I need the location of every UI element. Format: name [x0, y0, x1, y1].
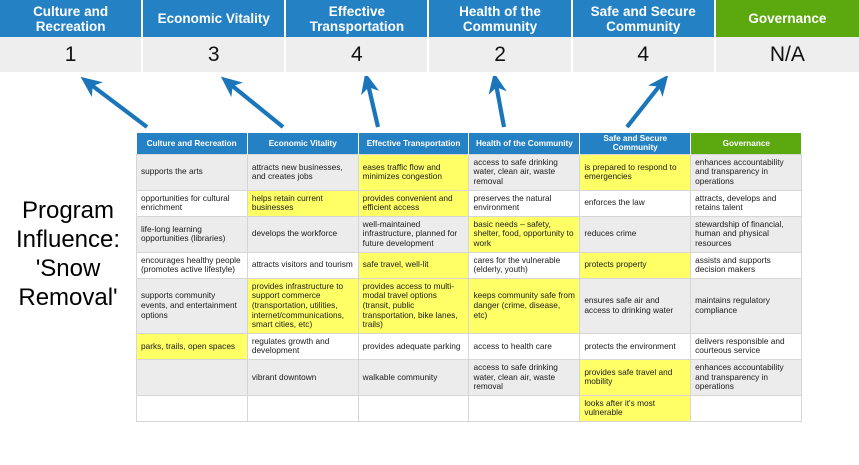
- arrow-health-of-the-community: [488, 76, 507, 128]
- matrix-row: vibrant downtown walkable community access…: [136, 358, 802, 396]
- caption-line-4: Removal': [18, 284, 118, 311]
- matrix-row: encourages healthy people (promotes acti…: [136, 251, 802, 279]
- matrix-cell: regulates growth and development: [246, 332, 359, 360]
- matrix-cell: keeps community safe from danger (crime,…: [468, 277, 581, 334]
- matrix-cell: protects property: [579, 251, 692, 279]
- caption-line-3: 'Snow: [35, 255, 101, 282]
- scorecard-header-row: Culture and Recreation Economic Vitality…: [0, 0, 859, 37]
- matrix-row: opportunities for cultural enrichment hel…: [136, 189, 802, 217]
- matrix-cell-empty: [690, 394, 802, 422]
- matrix-cell: assists and supports decision makers: [690, 251, 802, 279]
- matrix-cell: encourages healthy people (promotes acti…: [136, 251, 248, 279]
- matrix-cell: attracts visitors and tourism: [246, 251, 359, 279]
- matrix-header: Culture and Recreation Economic Vitality…: [136, 133, 802, 155]
- matrix-cell: provides convenient and efficient access: [357, 189, 470, 217]
- matrix-header-culture-and-recreation[interactable]: Culture and Recreation: [136, 133, 248, 155]
- scorecard: Culture and Recreation Economic Vitality…: [0, 0, 859, 72]
- matrix-row: parks, trails, open spaces regulates grow…: [136, 332, 802, 360]
- matrix-cell: delivers responsible and courteous servi…: [690, 332, 802, 360]
- matrix-row: life-long learning opportunities (librar…: [136, 215, 802, 253]
- matrix-cell-empty: [136, 358, 248, 396]
- matrix-header-effective-transportation[interactable]: Effective Transportation: [358, 133, 470, 155]
- matrix-body: supports the arts attracts new businesses…: [136, 153, 802, 422]
- matrix-cell: enforces the law: [579, 189, 692, 217]
- matrix-cell: provides safe travel and mobility: [579, 358, 692, 396]
- scorecard-value-effective-transportation: 4: [286, 37, 430, 72]
- matrix-cell: opportunities for cultural enrichment: [136, 189, 248, 217]
- matrix-cell: stewardship of financial, human and phys…: [690, 215, 802, 253]
- matrix-cell: access to safe drinking water, clean air…: [468, 153, 581, 191]
- program-influence-caption: Program Influence: 'Snow Removal': [4, 196, 132, 312]
- scorecard-value-health-of-the-community: 2: [429, 37, 573, 72]
- matrix-cell: cares for the vulnerable (elderly, youth…: [468, 251, 581, 279]
- scorecard-header-economic-vitality[interactable]: Economic Vitality: [143, 0, 287, 37]
- arrow-culture-and-recreation: [80, 76, 149, 129]
- matrix-cell: supports community events, and entertain…: [136, 277, 248, 334]
- scorecard-value-governance: N/A: [715, 37, 859, 72]
- arrow-safe-and-secure-community: [625, 76, 669, 129]
- matrix-row: supports community events, and entertain…: [136, 277, 802, 334]
- influence-matrix-table: Culture and Recreation Economic Vitality…: [136, 133, 802, 422]
- matrix-cell: life-long learning opportunities (librar…: [136, 215, 248, 253]
- matrix-cell: walkable community: [357, 358, 470, 396]
- matrix-header-economic-vitality[interactable]: Economic Vitality: [247, 133, 359, 155]
- matrix-row: looks after it's most vulnerable: [136, 394, 802, 422]
- matrix-cell: develops the workforce: [246, 215, 359, 253]
- scorecard-header-effective-transportation[interactable]: Effective Transportation: [286, 0, 430, 37]
- scorecard-value-economic-vitality: 3: [143, 37, 287, 72]
- matrix-cell-empty: [468, 394, 581, 422]
- matrix-cell: provides access to multi-modal travel op…: [357, 277, 470, 334]
- matrix-cell: reduces crime: [579, 215, 692, 253]
- matrix-header-safe-and-secure-community[interactable]: Safe and Secure Community: [579, 133, 692, 155]
- arrow-effective-transportation: [361, 76, 381, 128]
- matrix-cell: helps retain current businesses: [246, 189, 359, 217]
- matrix-header-health-of-the-community[interactable]: Health of the Community: [468, 133, 581, 155]
- matrix-cell: safe travel, well-lit: [357, 251, 470, 279]
- matrix-cell: parks, trails, open spaces: [136, 332, 248, 360]
- matrix-cell: provides adequate parking: [357, 332, 470, 360]
- matrix-cell-empty: [357, 394, 470, 422]
- scorecard-value-culture-and-recreation: 1: [0, 37, 144, 72]
- matrix-cell: access to safe drinking water, clean air…: [468, 358, 581, 396]
- scorecard-header-health-of-the-community[interactable]: Health of the Community: [429, 0, 573, 37]
- matrix-cell: looks after it's most vulnerable: [579, 394, 692, 422]
- caption-line-1: Program: [21, 197, 115, 224]
- matrix-header-row: Culture and Recreation Economic Vitality…: [136, 133, 802, 155]
- matrix-cell: enhances accountability and transparency…: [690, 358, 802, 396]
- matrix-cell: enhances accountability and transparency…: [690, 153, 802, 191]
- matrix-header-governance[interactable]: Governance: [690, 133, 802, 155]
- matrix-cell: provides infrastructure to support comme…: [246, 277, 359, 334]
- arrow-economic-vitality: [220, 76, 285, 129]
- matrix-cell: vibrant downtown: [246, 358, 359, 396]
- matrix-cell-empty: [136, 394, 248, 422]
- matrix-cell: basic needs – safety, shelter, food, opp…: [468, 215, 581, 253]
- matrix-cell: well-maintained infrastructure, planned …: [357, 215, 470, 253]
- scorecard-header-culture-and-recreation[interactable]: Culture and Recreation: [0, 0, 144, 37]
- scorecard-header-safe-and-secure-community[interactable]: Safe and Secure Community: [572, 0, 716, 37]
- matrix-cell: protects the environment: [579, 332, 692, 360]
- matrix-cell: attracts new businesses, and creates job…: [246, 153, 359, 191]
- matrix-cell-empty: [246, 394, 359, 422]
- matrix-cell: preserves the natural environment: [468, 189, 581, 217]
- matrix-cell: eases traffic flow and minimizes congest…: [357, 153, 470, 191]
- caption-line-2: Influence:: [15, 226, 121, 253]
- matrix-cell: ensures safe air and access to drinking …: [579, 277, 692, 334]
- scorecard-value-row: 1 3 4 2 4 N/A: [0, 37, 859, 72]
- matrix-row: supports the arts attracts new businesses…: [136, 153, 802, 191]
- matrix-cell: access to health care: [468, 332, 581, 360]
- matrix-cell: maintains regulatory compliance: [690, 277, 802, 334]
- arrow-group: [80, 76, 669, 129]
- scorecard-value-safe-and-secure-community: 4: [572, 37, 716, 72]
- matrix-cell: supports the arts: [136, 153, 248, 191]
- matrix-cell: attracts, develops and retains talent: [690, 189, 802, 217]
- matrix-cell: is prepared to respond to emergencies: [579, 153, 692, 191]
- scorecard-header-governance[interactable]: Governance: [715, 0, 859, 37]
